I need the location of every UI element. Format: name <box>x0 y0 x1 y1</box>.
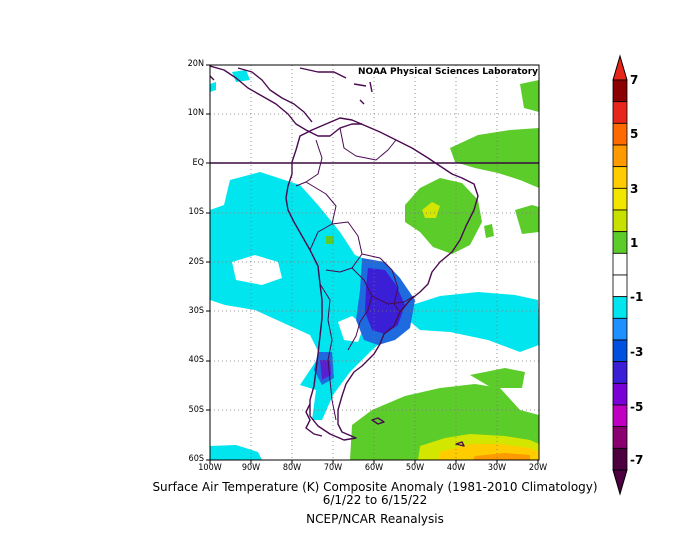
warm-anomaly-andes <box>326 236 334 244</box>
central-america-coast <box>210 65 362 137</box>
warm-anomaly-patch-2 <box>470 368 525 388</box>
colorbar-swatch <box>612 339 628 363</box>
colorbar-label: -5 <box>630 400 644 414</box>
falkland-islands <box>371 417 385 425</box>
colorbar-swatch <box>612 187 628 211</box>
lat-tick-label: 40S <box>188 355 204 366</box>
lon-tick-label: 20W <box>528 463 548 473</box>
country-borders <box>295 127 415 421</box>
colorbar-swatch <box>612 447 628 471</box>
lon-tick-label: 70W <box>323 463 343 473</box>
warm-anomaly-equatorial <box>450 128 539 188</box>
lat-tick-label: 10N <box>187 108 204 119</box>
colorbar <box>612 54 628 496</box>
lon-tick-label: 90W <box>241 463 261 473</box>
colorbar-swatch <box>612 404 628 428</box>
credit-label: NOAA Physical Sciences Laboratory <box>358 67 539 77</box>
colorbar-swatch <box>612 317 628 341</box>
cold-anomaly-core-indigo <box>365 268 405 334</box>
lat-tick-label: 20N <box>187 59 204 69</box>
cold-anomaly-south <box>210 445 262 460</box>
colorbar-swatch <box>612 361 628 384</box>
lon-tick-label: 30W <box>487 463 507 473</box>
colorbar-swatch <box>612 209 628 233</box>
warm-anomaly-spot <box>484 224 494 238</box>
colorbar-swatch <box>612 122 628 146</box>
lon-tick-label: 80W <box>282 463 302 473</box>
lat-tick-label: 50S <box>188 404 204 415</box>
gulf-coast <box>210 75 215 81</box>
colorbar-max-arrow <box>612 54 628 81</box>
chile-islands <box>305 403 323 437</box>
colorbar-swatch <box>612 79 628 103</box>
lat-tick-label: EQ <box>192 157 205 168</box>
colorbar-swatch <box>612 274 628 298</box>
lon-tick-label: 100W <box>198 463 222 473</box>
cold-anomaly-atlantic <box>406 292 539 352</box>
lat-tick-label: 60S <box>188 454 204 465</box>
colorbar-label: -1 <box>630 290 644 304</box>
colorbar-swatch <box>612 231 628 254</box>
colorbar-label: -7 <box>630 453 644 467</box>
caption-title: Surface Air Temperature (K) Composite An… <box>152 480 598 494</box>
cold-anomaly-nw <box>210 82 216 92</box>
anomaly-field <box>210 70 539 460</box>
warm-anomaly-lime-brazil <box>422 202 440 218</box>
colorbar-label: 5 <box>630 127 639 141</box>
colorbar-label: 3 <box>630 182 639 196</box>
colorbar-swatch <box>612 296 628 319</box>
warm-anomaly-east <box>515 205 539 234</box>
cold-anomaly-north <box>232 70 250 82</box>
lon-tick-label: 50W <box>405 463 425 473</box>
colorbar-label: 1 <box>630 236 639 250</box>
tick-marks <box>206 64 539 464</box>
colorbar-min-arrow <box>612 469 628 496</box>
neutral-hole-1 <box>232 255 282 285</box>
lon-tick-label: 60W <box>364 463 384 473</box>
warm-anomaly-north <box>520 80 539 112</box>
colorbar-swatch <box>612 426 628 449</box>
colorbar-swatch <box>612 101 628 124</box>
lat-tick-label: 10S <box>188 207 204 218</box>
warm-anomaly-orange-south <box>473 453 530 460</box>
cold-anomaly-pacific <box>210 172 402 420</box>
colorbar-swatch <box>612 166 628 189</box>
lat-tick-label: 20S <box>188 256 204 267</box>
colorbar-swatch <box>612 252 628 276</box>
colorbar-swatch <box>612 382 628 406</box>
south-georgia-island <box>455 441 465 447</box>
lon-tick-label: 40W <box>446 463 466 473</box>
coastlines <box>210 65 479 447</box>
caption-date-range: 6/1/22 to 6/15/22 <box>322 493 428 507</box>
colorbar-swatch <box>612 144 628 168</box>
graticule <box>210 65 539 460</box>
central-america-coast-north <box>237 67 313 123</box>
caption-dataset: NCEP/NCAR Reanalysis <box>306 512 444 526</box>
lat-tick-label: 30S <box>188 306 204 316</box>
south-america-coast <box>285 117 479 441</box>
colorbar-label: 7 <box>630 73 639 87</box>
colorbar-label: -3 <box>630 345 644 359</box>
caribbean-islands <box>299 67 373 105</box>
